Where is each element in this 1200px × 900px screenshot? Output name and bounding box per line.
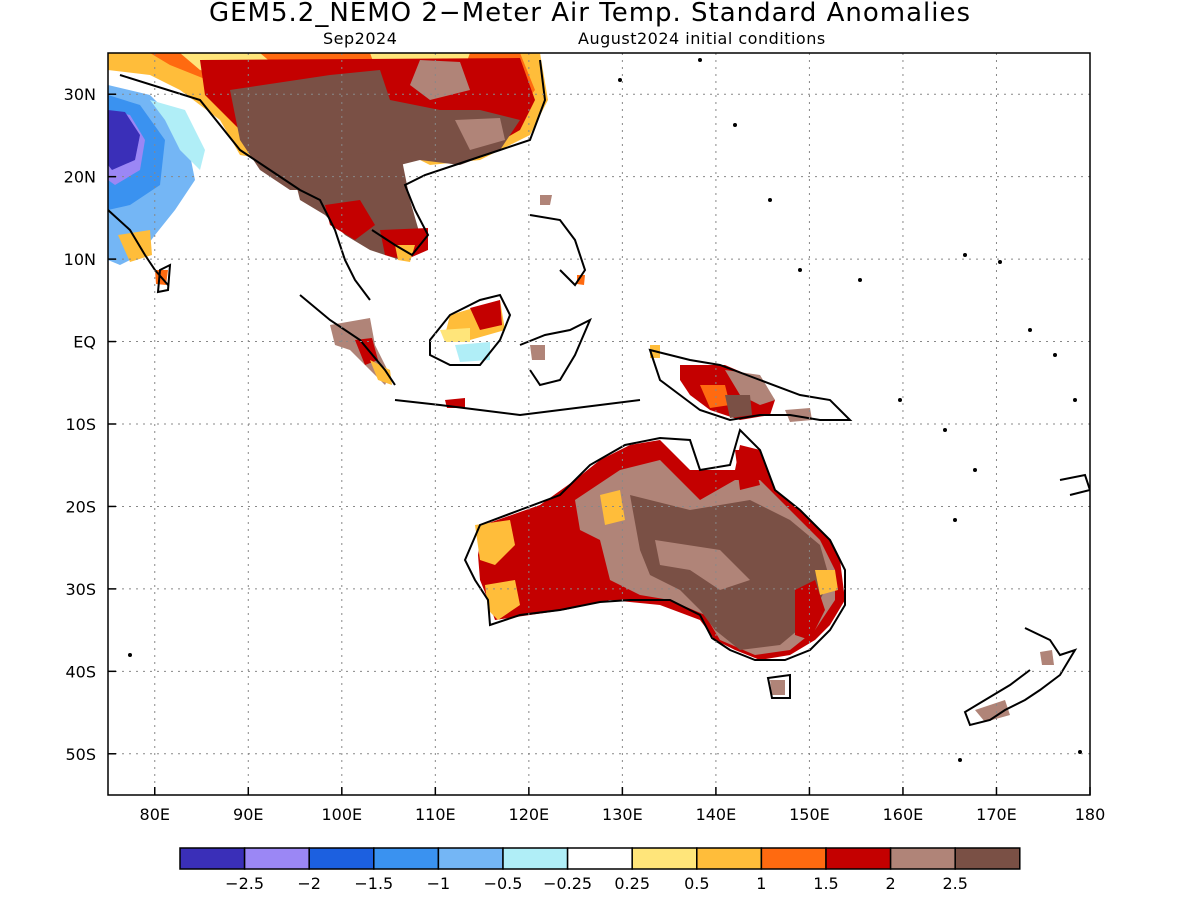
lat-tick-label: 10N [64,250,96,269]
colorbar-swatch [566,847,633,870]
lat-tick-label: 10S [65,415,96,434]
se-asia-anomaly-region [290,150,585,285]
colorbar-swatch [954,847,1021,870]
lat-tick-label: EQ [73,333,96,352]
lon-tick-label: 100E [321,805,362,824]
lat-tick-label: 20N [64,168,96,187]
initial-conditions-label: August2024 initial conditions [578,29,826,48]
lon-tick-label: 170E [976,805,1017,824]
colorbar-label: 1.5 [813,874,838,893]
lon-tick-label: 90E [233,805,263,824]
colorbar-label: −0.25 [543,874,592,893]
coastlines [108,59,1090,727]
colorbar-label: 2 [886,874,896,893]
lat-tick-label: 30N [64,85,96,104]
colorbar-swatch [243,847,310,870]
map-area [108,53,1090,795]
lon-tick-label: 80E [140,805,170,824]
colorbar-label: −0.5 [484,874,523,893]
colorbar-swatch [696,847,763,870]
colorbar-swatch [308,847,375,870]
colorbar-label: 0.5 [684,874,709,893]
lon-tick-label: 110E [415,805,456,824]
lat-tick-label: 20S [65,497,96,516]
axis-ticks [108,93,1091,795]
colorbar-label: −1.5 [354,874,393,893]
australia-anomaly-region [475,440,845,695]
latitude-labels: 30N 20N 10N EQ 10S 20S 30S 40S 50S [64,85,96,764]
colorbar [179,847,1021,870]
forecast-month: Sep2024 [323,29,398,48]
longitude-labels: 80E 90E 100E 110E 120E 130E 140E 150E 160E 170E 18… [140,805,1106,824]
colorbar-swatch [631,847,698,870]
lat-tick-label: 50S [65,745,96,764]
lon-tick-label: 160E [883,805,924,824]
colorbar-label: −2 [297,874,321,893]
colorbar-label: 0.25 [614,874,650,893]
graticule [108,53,1090,795]
colorbar-swatch [502,847,569,870]
maritime-anomaly-region [330,300,545,408]
colorbar-swatch [179,847,246,870]
chart-title: GEM5.2_NEMO 2−Meter Air Temp. Standard A… [208,0,972,28]
lat-tick-label: 30S [65,580,96,599]
lon-tick-label: 120E [509,805,550,824]
new-zealand-anomaly-region [975,650,1054,722]
colorbar-label: −1 [427,874,451,893]
lon-tick-label: 180 [1075,805,1106,824]
colorbar-swatch [437,847,504,870]
india-anomaly-region [108,85,205,285]
new-guinea-anomaly-region [650,345,812,422]
colorbar-labels: −2.5 −2 −1.5 −1 −0.5 −0.25 0.25 0.5 1 1.5 2 2.5 [225,874,968,893]
colorbar-swatch [373,847,440,870]
colorbar-swatch [760,847,827,870]
islands [128,58,1082,762]
colorbar-label: 2.5 [942,874,967,893]
lon-tick-label: 140E [696,805,737,824]
asia-anomaly-region [108,53,548,190]
colorbar-label: −2.5 [225,874,264,893]
lon-tick-label: 130E [602,805,643,824]
lat-tick-label: 40S [65,662,96,681]
colorbar-swatch [889,847,956,870]
colorbar-swatch [825,847,892,870]
lon-tick-label: 150E [789,805,830,824]
colorbar-label: 1 [756,874,766,893]
